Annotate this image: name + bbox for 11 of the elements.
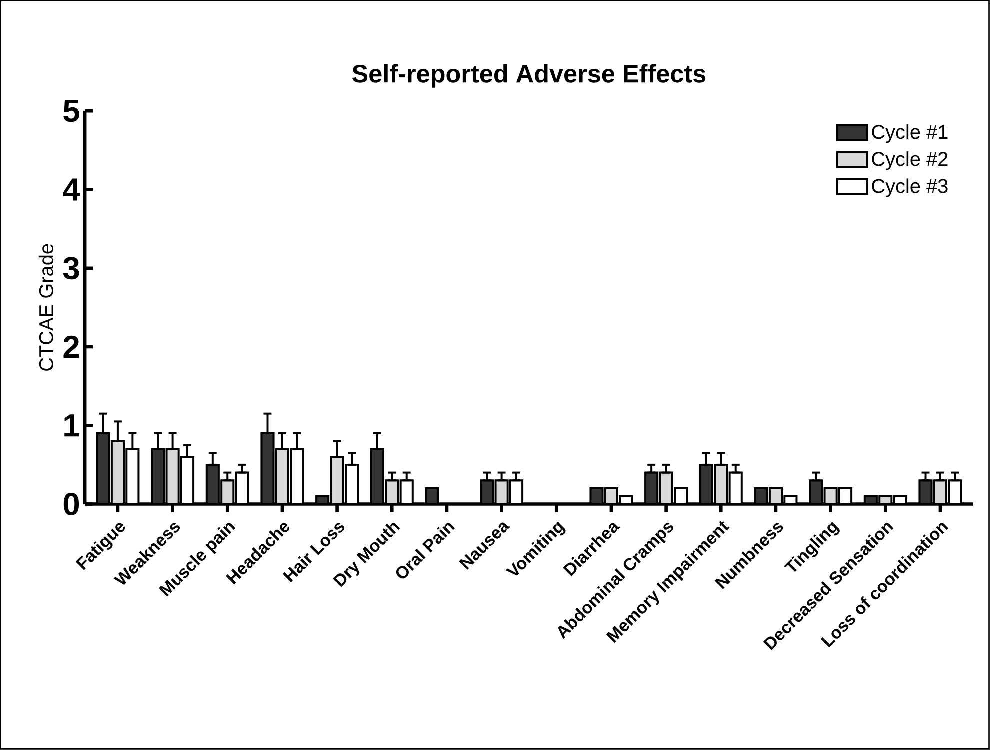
y-axis-title: CTCAE Grade bbox=[38, 244, 54, 371]
legend-label: Cycle #1 bbox=[872, 124, 948, 144]
y-tick-label: 3 bbox=[63, 257, 80, 280]
legend-label: Cycle #2 bbox=[872, 152, 948, 170]
y-tick-label: 0 bbox=[64, 492, 80, 516]
legend-label: Cycle #3 bbox=[872, 178, 948, 198]
y-tick-label: 5 bbox=[64, 100, 80, 122]
y-tick-label: 4 bbox=[63, 178, 80, 201]
y-tick-label: 1 bbox=[64, 414, 80, 437]
y-tick-label: 2 bbox=[64, 336, 80, 358]
chart-title: Self-reported Adverse Effects bbox=[352, 64, 706, 88]
